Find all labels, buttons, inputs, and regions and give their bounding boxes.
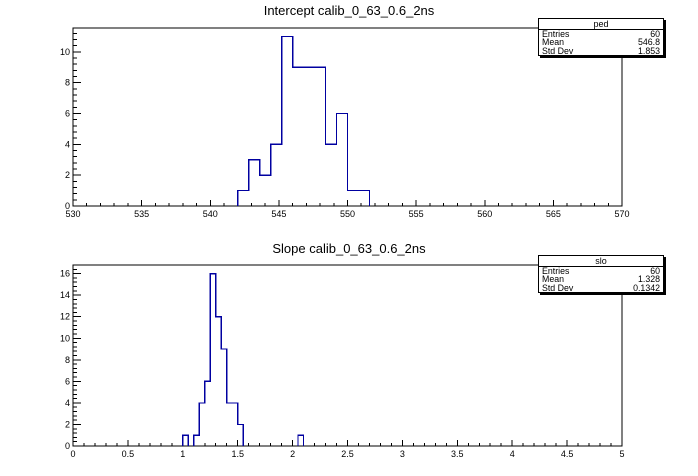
slope-plot-svg: 0 0.5 1 1.5 2 2.5 3 3.5 4 4.5 5 0 2 4 6 8 10 12 14 16 — [60, 264, 625, 459]
x-axis-tick-label: 1 — [180, 449, 185, 459]
stats-value: 60 — [650, 29, 660, 39]
x-axis-tick-label: 530 — [65, 209, 80, 219]
stats-row: Std Dev 1.853 — [539, 45, 663, 56]
y-axis-tick-label: 8 — [65, 78, 70, 88]
x-axis-tick-label: 0 — [70, 449, 75, 459]
x-axis-tick-label: 565 — [546, 209, 561, 219]
y-axis-tick-label: 2 — [65, 419, 70, 429]
stats-row: Entries 60 — [539, 29, 663, 39]
x-axis-tick-label: 5 — [619, 449, 624, 459]
x-axis-tick-label: 540 — [203, 209, 218, 219]
stats-value: 1.853 — [637, 45, 660, 56]
intercept-plot-svg: 530 535 540 545 550 555 560 565 570 0 2 4 6 8 10 — [60, 27, 630, 219]
y-axis-tick-label: 16 — [60, 269, 70, 279]
stats-label: Entries — [542, 29, 570, 39]
stats-value: 546.8 — [637, 37, 660, 48]
stats-row: Std Dev 0.1342 — [539, 282, 663, 293]
y-axis-tick-label: 2 — [65, 170, 70, 180]
x-axis-tick-label: 550 — [340, 209, 355, 219]
stats-box: slo Entries 60 Mean 1.328 Std Dev 0.1342 — [538, 255, 664, 294]
histogram-line — [237, 35, 371, 206]
x-axis-tick-label: 1.5 — [231, 449, 244, 459]
stats-label: Mean — [542, 37, 565, 48]
stats-row: Mean 546.8 — [539, 37, 663, 48]
stats-row: Entries 60 — [539, 266, 663, 276]
stats-label: Mean — [542, 274, 565, 285]
histogram-line — [182, 272, 305, 446]
stats-box-title: ped — [539, 19, 663, 30]
pad-slope: 0 0.5 1 1.5 2 2.5 3 3.5 4 4.5 5 0 2 4 6 8 10 12 14 16 Slope… — [0, 238, 698, 476]
stats-label: Std Dev — [542, 45, 574, 56]
pad-intercept: 530 535 540 545 550 555 560 565 570 0 2 4 6 8 10 Inter… — [60, 3, 664, 219]
x-axis-tick-label: 4.5 — [561, 449, 574, 459]
chart-title: Intercept calib_0_63_0.6_2ns — [263, 3, 435, 18]
y-axis-tick-label: 10 — [60, 47, 70, 57]
x-axis-tick-label: 3 — [400, 449, 405, 459]
y-axis-tick-label: 8 — [65, 355, 70, 365]
y-axis-tick-label: 0 — [65, 201, 70, 211]
stats-label: Std Dev — [542, 282, 574, 293]
x-axis-tick-label: 2.5 — [341, 449, 354, 459]
y-axis-tick-label: 14 — [60, 290, 70, 300]
x-axis-tick-label: 0.5 — [122, 449, 135, 459]
x-axis-tick-label: 570 — [614, 209, 629, 219]
stats-row: Mean 1.328 — [539, 274, 663, 285]
stats-value: 0.1342 — [633, 282, 660, 293]
y-axis-tick-label: 6 — [65, 109, 70, 119]
x-axis-tick-label: 555 — [409, 209, 424, 219]
y-axis-tick-label: 12 — [60, 312, 70, 322]
x-axis-tick-label: 560 — [477, 209, 492, 219]
y-axis-tick-label: 6 — [65, 376, 70, 386]
stats-value: 1.328 — [637, 274, 660, 285]
chart-title: Slope calib_0_63_0.6_2ns — [272, 241, 426, 256]
y-axis-tick-label: 4 — [65, 139, 70, 149]
x-axis-tick-label: 2 — [290, 449, 295, 459]
y-axis-tick-label: 0 — [65, 441, 70, 451]
stats-box: ped Entries 60 Mean 546.8 Std Dev 1.853 — [538, 18, 664, 57]
stats-box-title: slo — [539, 256, 663, 267]
x-axis-tick-label: 3.5 — [451, 449, 464, 459]
x-axis-tick-label: 535 — [134, 209, 149, 219]
stats-value: 60 — [650, 266, 660, 276]
y-axis-tick-label: 10 — [60, 333, 70, 343]
x-axis-tick-label: 545 — [271, 209, 286, 219]
stats-label: Entries — [542, 266, 570, 276]
x-axis-tick-label: 4 — [510, 449, 515, 459]
y-axis-tick-label: 4 — [65, 398, 70, 408]
